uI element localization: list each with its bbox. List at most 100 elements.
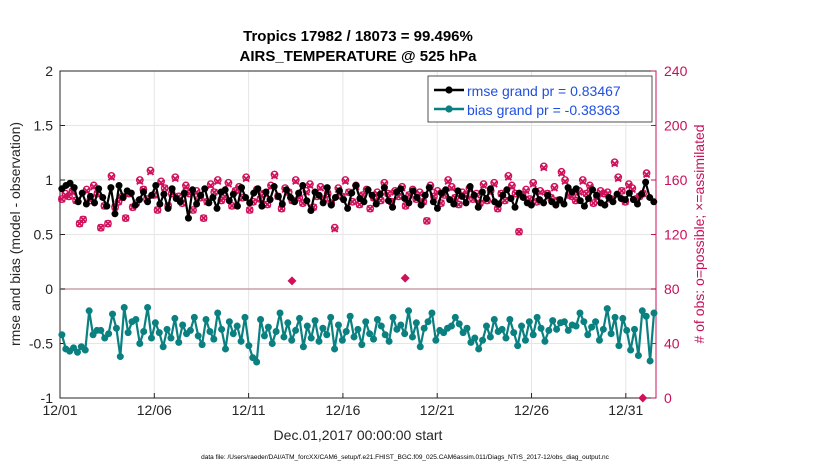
- rmse-point: [152, 181, 160, 189]
- rmse-point: [307, 207, 315, 215]
- bias-point: [521, 336, 529, 344]
- obs-possible-marker: [341, 176, 350, 184]
- rmse-point: [254, 185, 262, 193]
- obs-assimilated-marker: [341, 177, 350, 185]
- rmse-point: [180, 189, 188, 197]
- bias-point: [634, 351, 642, 359]
- bias-point: [607, 330, 615, 338]
- obs-assimilated-marker: [306, 181, 314, 190]
- rmse-point: [327, 201, 335, 209]
- rmse-point: [487, 185, 495, 193]
- bias-point: [397, 321, 405, 329]
- obs-outlier-marker: [638, 393, 648, 403]
- x-ticks: 12/01 12/06 12/11 12/16 12/21 12/26 12/31: [42, 393, 644, 418]
- rmse-point: [372, 200, 380, 208]
- obs-possible-marker: [539, 162, 548, 171]
- rmse-point: [540, 199, 548, 207]
- obs-assimilated-marker: [107, 173, 116, 181]
- rmse-point: [384, 197, 392, 205]
- rmse-point: [429, 198, 437, 206]
- bias-point: [366, 330, 374, 338]
- bias-point: [136, 340, 144, 347]
- bias-point: [592, 318, 600, 326]
- rmse-point: [401, 195, 409, 203]
- bias-point: [350, 333, 358, 341]
- y-tick-label: 0.5: [34, 227, 54, 243]
- bias-point: [206, 328, 214, 336]
- bias-point: [401, 330, 409, 338]
- rmse-point: [646, 193, 654, 201]
- rmse-point: [323, 184, 331, 192]
- rmse-point: [380, 184, 388, 192]
- bias-point: [58, 331, 66, 339]
- bias-point: [502, 334, 510, 342]
- x-tick-label: 12/06: [137, 402, 172, 418]
- obs-outlier-marker: [400, 273, 410, 283]
- rmse-point: [642, 178, 650, 186]
- rmse-point: [201, 185, 209, 193]
- bias-point: [533, 313, 541, 321]
- bias-point: [623, 326, 631, 334]
- obs-possible-marker: [589, 199, 598, 208]
- obs-possible-marker: [366, 204, 375, 213]
- bias-point: [202, 316, 210, 324]
- bias-point: [619, 314, 627, 322]
- bias-point: [311, 317, 319, 325]
- bias-point: [268, 340, 276, 347]
- bias-point: [529, 331, 537, 339]
- obs-possible-marker: [561, 176, 569, 184]
- rmse-point: [282, 186, 290, 194]
- bias-point: [416, 343, 424, 351]
- bias-point: [257, 316, 265, 324]
- rmse-point: [344, 204, 352, 212]
- rmse-point: [458, 192, 466, 200]
- obs-possible-marker: [57, 195, 66, 203]
- obs-assimilated-marker: [171, 175, 179, 183]
- rmse-point: [552, 201, 560, 209]
- obs-assimilated-marker: [444, 177, 452, 185]
- bias-point: [186, 326, 194, 334]
- y2-tick-label: 240: [664, 63, 688, 79]
- rmse-point: [315, 191, 323, 199]
- bias-point: [144, 304, 152, 312]
- bias-point: [218, 325, 226, 333]
- obs-possible-marker: [157, 177, 166, 186]
- rmse-point: [450, 200, 458, 208]
- obs-assimilated-marker: [550, 184, 559, 192]
- rmse-point: [335, 187, 343, 195]
- rmse-point: [291, 198, 299, 206]
- rmse-point: [74, 198, 82, 206]
- obs-possible-marker: [182, 181, 190, 190]
- bias-point: [147, 334, 155, 342]
- y-ticks-left: -1 -0.5 0 0.5 1 1.5 2: [29, 63, 65, 406]
- bias-point: [560, 318, 568, 326]
- bias-point: [81, 346, 89, 354]
- obs-assimilated-marker: [614, 175, 622, 183]
- bias-point: [327, 313, 335, 321]
- rmse-point: [638, 190, 646, 198]
- bias-point: [171, 314, 179, 322]
- bias-point: [272, 328, 280, 336]
- rmse-point: [82, 200, 90, 208]
- bias-point: [432, 336, 440, 344]
- bias-point: [354, 325, 362, 333]
- bias-point: [303, 322, 311, 330]
- bias-point: [615, 342, 623, 350]
- obs-possible-marker: [642, 169, 651, 178]
- obs-assimilated-marker: [122, 214, 130, 222]
- y2-tick-label: 160: [664, 172, 688, 188]
- bias-point: [646, 357, 654, 365]
- bias-point: [377, 322, 385, 330]
- bias-point: [315, 337, 323, 345]
- rmse-point: [482, 195, 490, 203]
- obs-possible-marker: [213, 176, 222, 184]
- rmse-point: [160, 190, 168, 198]
- bias-point: [210, 335, 218, 343]
- rmse-point: [295, 189, 303, 197]
- bias-point: [471, 334, 479, 342]
- y2-tick-label: 200: [664, 118, 688, 134]
- rmse-point: [107, 184, 115, 192]
- bias-point: [155, 329, 163, 337]
- rmse-point: [397, 185, 405, 193]
- obs-assimilated-marker: [540, 164, 548, 172]
